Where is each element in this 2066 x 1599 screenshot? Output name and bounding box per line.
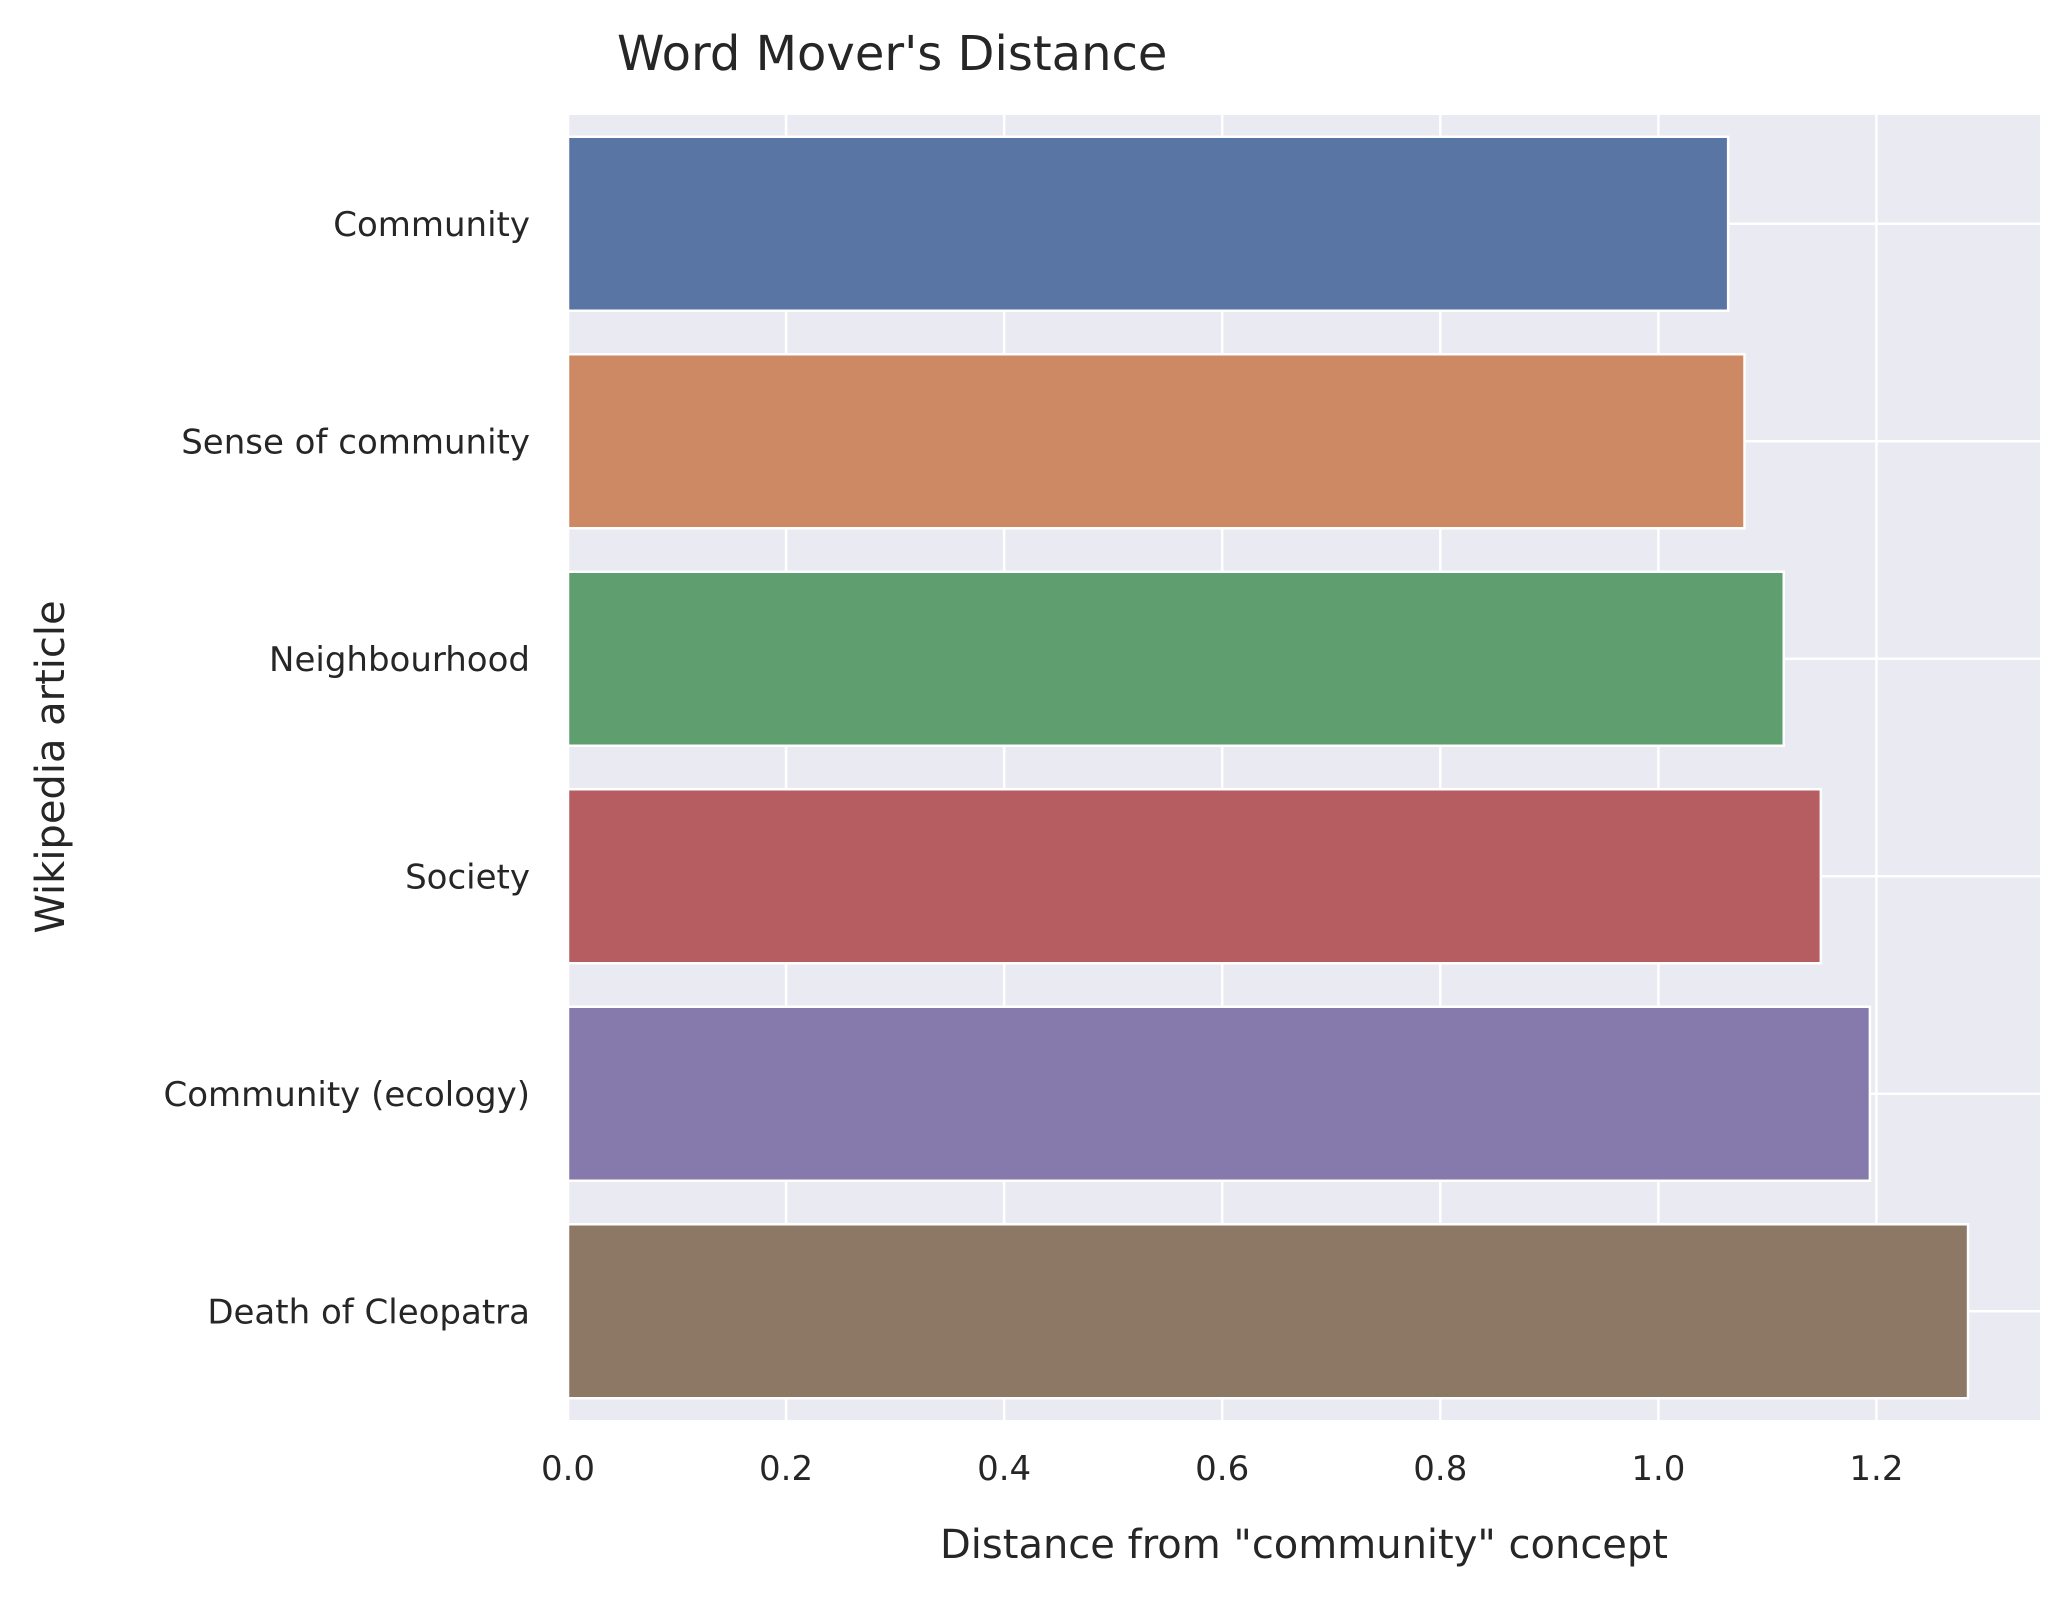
x-tick-label: 0.8	[1413, 1449, 1467, 1489]
bar	[566, 135, 1730, 312]
y-axis-label: Wikipedia article	[28, 600, 74, 933]
bar	[566, 353, 1746, 530]
y-tick-labels: Community Sense of community Neighbourhood…	[164, 205, 530, 1333]
y-tick-label: Community	[333, 205, 530, 245]
x-tick-label: 1.2	[1849, 1449, 1903, 1489]
bars	[566, 135, 1970, 1400]
x-tick-label: 1.0	[1631, 1449, 1685, 1489]
x-axis-label: Distance from "community" concept	[940, 1522, 1668, 1568]
y-tick-label: Neighbourhood	[269, 640, 530, 680]
x-tick-label: 0.4	[977, 1449, 1031, 1489]
bar	[566, 1005, 1872, 1182]
x-tick-label: 0.0	[541, 1449, 595, 1489]
bar	[566, 788, 1823, 965]
y-tick-label: Community (ecology)	[164, 1075, 530, 1115]
bar	[566, 570, 1786, 747]
plot-background	[568, 115, 2040, 1420]
y-tick-label: Society	[405, 857, 530, 897]
bar	[566, 1223, 1970, 1400]
y-tick-label: Sense of community	[181, 422, 530, 462]
x-tick-label: 0.2	[759, 1449, 813, 1489]
chart-title: Word Mover's Distance	[617, 26, 1167, 82]
x-tick-label: 0.6	[1195, 1449, 1249, 1489]
y-tick-label: Death of Cleopatra	[207, 1292, 530, 1332]
x-tick-labels: 0.0 0.2 0.4 0.6 0.8 1.0 1.2	[541, 1449, 1904, 1489]
